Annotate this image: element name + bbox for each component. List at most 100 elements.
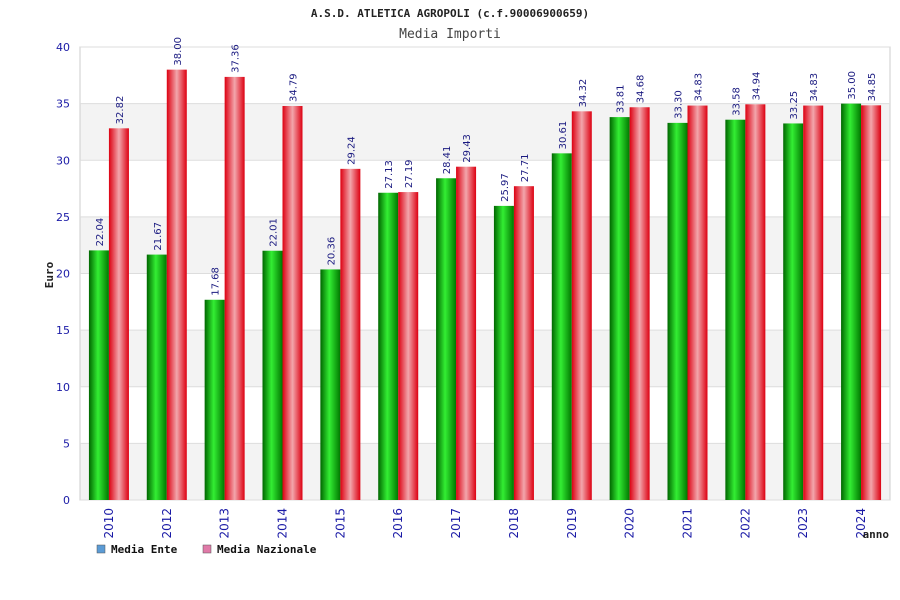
bar-media-ente: [841, 103, 862, 500]
bar-media-nazionale: [571, 111, 592, 501]
x-tick-label: 2018: [507, 508, 521, 539]
bar-media-ente: [436, 178, 457, 500]
value-label: 33.25: [789, 91, 800, 120]
x-tick-label: 2020: [623, 508, 637, 539]
value-label: 32.82: [115, 96, 126, 125]
x-tick-label: 2019: [565, 508, 579, 539]
value-label: 21.67: [153, 222, 164, 251]
value-label: 34.94: [751, 72, 762, 101]
plot-band: [80, 386, 890, 444]
plot-band: [80, 273, 890, 331]
legend-swatch: [202, 544, 212, 554]
bar-media-nazionale: [803, 105, 824, 501]
bar-media-ente: [262, 250, 283, 500]
legend-label: Media Ente: [111, 543, 178, 556]
value-label: 34.68: [636, 75, 647, 104]
y-tick-label: 25: [56, 211, 70, 224]
chart-subtitle: Media Importi: [399, 27, 501, 42]
y-tick-label: 15: [56, 324, 70, 337]
value-label: 34.83: [694, 73, 705, 102]
legend-label: Media Nazionale: [217, 543, 317, 556]
value-label: 28.41: [442, 146, 453, 175]
bar-media-nazionale: [166, 69, 187, 501]
x-axis-ticks: 2010 2012 2013 2014 2015 2016 2017 2018 2019 2020…: [102, 508, 868, 539]
x-tick-label: 2023: [796, 508, 810, 539]
bar-media-nazionale: [282, 106, 303, 501]
bar-media-nazionale: [224, 76, 245, 500]
plot-band: [80, 443, 890, 500]
bar-media-nazionale: [108, 128, 129, 500]
value-label: 33.81: [616, 84, 627, 113]
value-label: 17.68: [211, 267, 222, 296]
value-label: 34.32: [578, 79, 589, 108]
value-label: 33.30: [674, 90, 685, 119]
bar-media-ente: [320, 269, 341, 500]
bars: [88, 69, 882, 501]
x-tick-label: 2014: [276, 508, 290, 539]
x-tick-label: 2021: [681, 508, 695, 539]
plot-band: [80, 47, 890, 104]
x-tick-label: 2015: [333, 508, 347, 539]
x-tick-label: 2024: [854, 508, 868, 539]
x-axis-label: anno: [863, 528, 890, 541]
bar-media-ente: [204, 299, 225, 500]
value-label: 22.01: [269, 218, 280, 247]
bar-media-ente: [667, 122, 688, 500]
y-tick-label: 30: [56, 154, 70, 167]
legend-swatch: [96, 544, 106, 554]
y-tick-label: 10: [56, 381, 70, 394]
value-label: 27.71: [520, 154, 531, 183]
y-axis-ticks: 0 5 10 15 20 25 30 35 40: [56, 41, 70, 507]
y-tick-label: 20: [56, 268, 70, 281]
value-label: 38.00: [173, 37, 184, 66]
bar-media-nazionale: [456, 166, 477, 500]
plot-band: [80, 160, 890, 217]
plot-band: [80, 330, 890, 387]
x-tick-label: 2013: [218, 508, 232, 539]
bar-media-ente: [88, 250, 109, 500]
value-label: 37.36: [231, 44, 242, 73]
bar-media-ente: [609, 117, 630, 501]
value-label: 27.19: [404, 159, 415, 188]
plot-band: [80, 103, 890, 161]
value-label: 29.24: [346, 136, 357, 165]
value-label: 29.43: [462, 134, 473, 163]
value-label: 20.36: [326, 237, 337, 266]
x-tick-label: 2017: [449, 508, 463, 539]
bar-media-nazionale: [340, 168, 361, 500]
chart-title: A.S.D. ATLETICA AGROPOLI (c.f.9000690065…: [311, 7, 589, 20]
value-label: 22.04: [95, 218, 106, 247]
value-label: 27.13: [384, 160, 395, 189]
bar-media-nazionale: [513, 186, 534, 500]
value-label: 30.61: [558, 121, 569, 150]
bar-media-ente: [725, 119, 746, 501]
value-labels: 22.04 32.82 21.67 38.00 17.68 37.36 22.01 34.79…: [95, 37, 878, 296]
value-label: 34.85: [867, 73, 878, 102]
bar-media-nazionale: [629, 107, 650, 501]
legend: Media Ente Media Nazionale: [96, 543, 317, 556]
y-axis-label: Euro: [43, 261, 56, 288]
y-tick-label: 0: [63, 494, 70, 507]
y-tick-label: 40: [56, 41, 70, 54]
bar-media-ente: [146, 254, 167, 500]
plot-band: [80, 216, 890, 274]
x-tick-label: 2022: [738, 508, 752, 539]
x-tick-label: 2012: [160, 508, 174, 539]
y-tick-label: 5: [63, 437, 70, 450]
x-tick-label: 2016: [391, 508, 405, 539]
bar-media-nazionale: [745, 104, 766, 500]
y-tick-label: 35: [56, 98, 70, 111]
bar-media-ente: [551, 153, 572, 501]
value-label: 33.58: [731, 87, 742, 116]
bar-media-nazionale: [687, 105, 708, 501]
value-label: 34.83: [809, 73, 820, 102]
bar-media-ente: [783, 123, 804, 500]
value-label: 25.97: [500, 173, 511, 202]
value-label: 34.79: [289, 73, 300, 102]
bar-media-nazionale: [398, 192, 419, 501]
bar-media-ente: [378, 192, 399, 500]
bar-media-ente: [493, 205, 514, 500]
value-label: 35.00: [847, 71, 858, 100]
bar-media-nazionale: [861, 105, 882, 500]
